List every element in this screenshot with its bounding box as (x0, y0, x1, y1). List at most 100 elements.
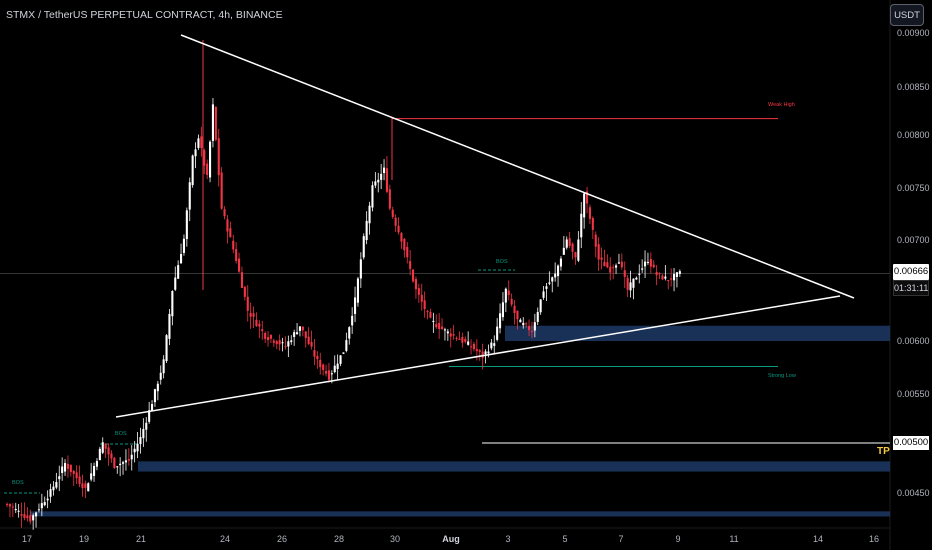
candle (356, 276, 359, 307)
candle (388, 184, 391, 211)
candle-body (394, 217, 397, 226)
candle-body (577, 239, 580, 261)
candle-body (293, 332, 296, 337)
candle (290, 335, 293, 345)
candle-body (475, 349, 478, 352)
candle (394, 214, 397, 232)
candle-body (301, 326, 304, 331)
candle-body (11, 506, 14, 508)
candle (667, 279, 670, 290)
candle-body (333, 365, 336, 373)
tp-price-label: 0.00500 (893, 436, 929, 450)
candle (153, 388, 156, 407)
candle-body (278, 340, 281, 345)
candle (226, 215, 229, 244)
candle (197, 134, 200, 150)
candle-body (29, 515, 32, 522)
candle (615, 263, 618, 274)
candle (194, 142, 197, 169)
candle-body (188, 182, 191, 210)
candle (11, 503, 14, 518)
candle (397, 217, 400, 235)
candle (87, 482, 90, 492)
candle-body (588, 207, 591, 219)
candle (493, 335, 496, 355)
currency-button[interactable]: USDT (890, 4, 924, 26)
strong-low-label: Strong Low (768, 373, 796, 379)
candle-body (232, 240, 235, 250)
candle-body (148, 410, 151, 422)
candle-body (458, 338, 461, 340)
candle-body (675, 272, 678, 277)
candle-body (380, 173, 383, 180)
candle (148, 401, 151, 424)
candle (61, 457, 64, 481)
candle (658, 272, 661, 280)
candle (501, 292, 504, 321)
candle-body (226, 219, 229, 232)
candle (119, 457, 122, 477)
price-tick: 0.00750 (897, 183, 930, 193)
candle-body (107, 447, 110, 455)
candle (446, 328, 449, 341)
level-group (0, 118, 890, 494)
tp-label: TP (877, 446, 890, 457)
candle (452, 324, 455, 340)
candle-body (516, 310, 519, 320)
candle (513, 300, 516, 325)
candle-body (580, 213, 583, 238)
candle-body (641, 268, 644, 270)
candle (377, 172, 380, 193)
candle (69, 464, 72, 477)
candle-body (507, 290, 510, 296)
candle (551, 276, 554, 293)
candle-body (348, 327, 351, 339)
candle (414, 276, 417, 299)
candle (55, 472, 58, 490)
candle-body (438, 322, 441, 330)
candle (165, 334, 168, 364)
candle-body (406, 246, 409, 258)
price-tick: 0.00700 (897, 235, 930, 245)
candle (426, 309, 429, 320)
price-tick: 0.00450 (897, 488, 930, 498)
candle-body (551, 277, 554, 282)
candle-body (255, 319, 258, 327)
time-tick: 7 (618, 534, 624, 544)
candle (496, 318, 499, 342)
price-tick: 0.00850 (897, 82, 930, 92)
candle-body (37, 509, 40, 511)
candle-body (81, 483, 84, 489)
candle (438, 313, 441, 339)
candle (130, 445, 133, 471)
bos-label: BOS (496, 259, 508, 265)
candle (322, 363, 325, 376)
candle-body (316, 355, 319, 360)
candle-body (557, 265, 560, 277)
candle (597, 237, 600, 271)
candle-body (481, 351, 484, 358)
candle-body (330, 373, 333, 375)
candle (359, 252, 362, 288)
candle (365, 211, 368, 245)
candle-body (528, 326, 531, 331)
candle-body (554, 273, 557, 278)
candle-body (385, 168, 388, 192)
candle-body (52, 486, 55, 491)
candle-body (420, 294, 423, 302)
candle-body (464, 339, 467, 342)
candle-body (678, 271, 681, 274)
candle (84, 480, 87, 499)
candle-body (142, 428, 145, 439)
candle (583, 192, 586, 229)
candle-body (446, 331, 449, 334)
candle-body (61, 466, 64, 473)
candle-body (397, 225, 400, 233)
candle (209, 140, 212, 183)
candle-body (272, 340, 275, 343)
candle (533, 313, 536, 338)
candle (504, 287, 507, 313)
candle-body (171, 291, 174, 317)
candle (14, 502, 17, 514)
